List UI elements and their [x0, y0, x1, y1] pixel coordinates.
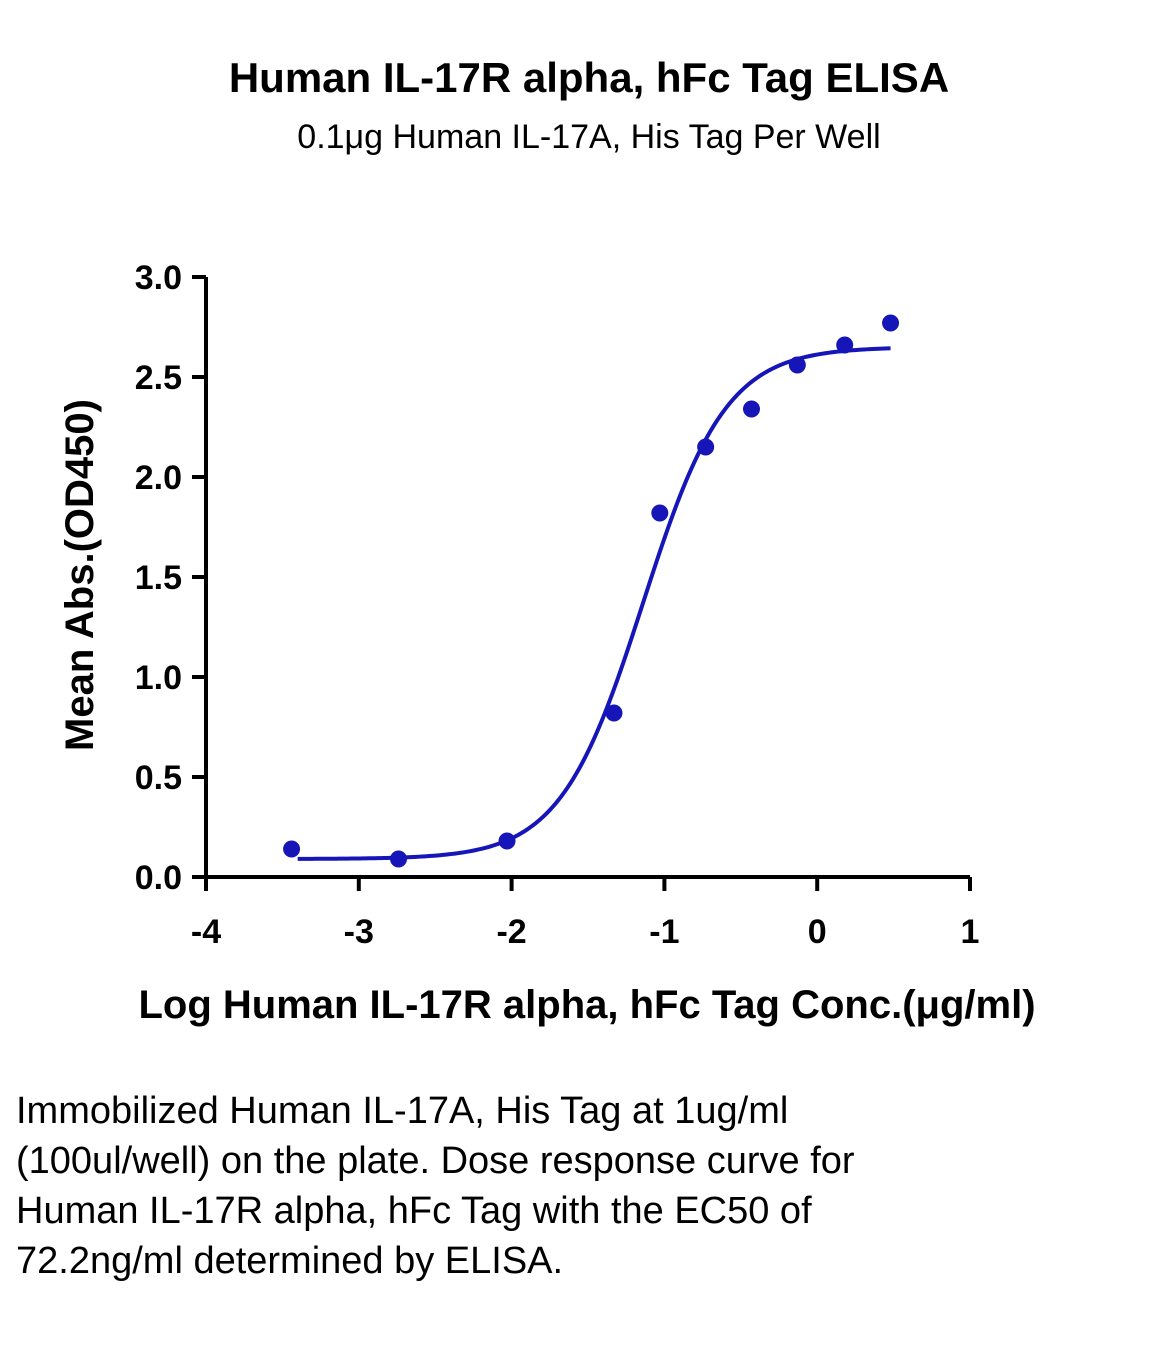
y-tick-label: 0.5: [135, 759, 182, 797]
fit-curve: [297, 346, 891, 861]
data-point: [283, 840, 301, 858]
data-point: [742, 400, 760, 418]
x-tick-label: -2: [496, 913, 526, 951]
y-tick-label: 3.0: [135, 259, 182, 297]
chart-title: Human IL-17R alpha, hFc Tag ELISA: [228, 54, 950, 101]
y-tick-label: 2.5: [135, 359, 182, 397]
data-points: [283, 314, 900, 868]
y-tick-label: 1.0: [135, 659, 182, 697]
elisa-chart: 0.0 0.5 1.0 1.5 2.0 2.5 3.0 -4 -3 -2 -1 0 1 Mean Ab…: [58, 259, 1036, 1027]
y-tick-label: 0.0: [135, 859, 182, 897]
x-tick-label: -4: [191, 913, 221, 951]
y-tick-label: 2.0: [135, 459, 182, 497]
caption-text: Immobilized Human IL-17A, His Tag at 1ug…: [16, 1090, 855, 1282]
x-tick-label: 0: [808, 913, 827, 951]
y-ticks: 0.0 0.5 1.0 1.5 2.0 2.5 3.0: [135, 259, 206, 897]
x-tick-label: 1: [961, 913, 980, 951]
data-point: [651, 504, 669, 522]
y-tick-label: 1.5: [135, 559, 182, 597]
x-tick-label: -3: [344, 913, 374, 951]
data-point: [836, 336, 854, 354]
x-axis-title: Log Human IL-17R alpha, hFc Tag Conc.(μg…: [138, 983, 1035, 1027]
chart-subtitle: 0.1μg Human IL-17A, His Tag Per Well: [297, 118, 881, 156]
data-point: [788, 356, 806, 374]
data-point: [498, 832, 516, 850]
x-tick-label: -1: [649, 913, 679, 951]
data-point: [390, 850, 408, 868]
x-ticks: -4 -3 -2 -1 0 1: [191, 877, 980, 951]
axes: 0.0 0.5 1.0 1.5 2.0 2.5 3.0 -4 -3 -2 -1 0 1: [135, 259, 980, 951]
y-axis-title: Mean Abs.(OD450): [58, 399, 102, 751]
data-point: [605, 704, 623, 722]
data-point: [882, 314, 900, 332]
data-point: [697, 438, 715, 456]
